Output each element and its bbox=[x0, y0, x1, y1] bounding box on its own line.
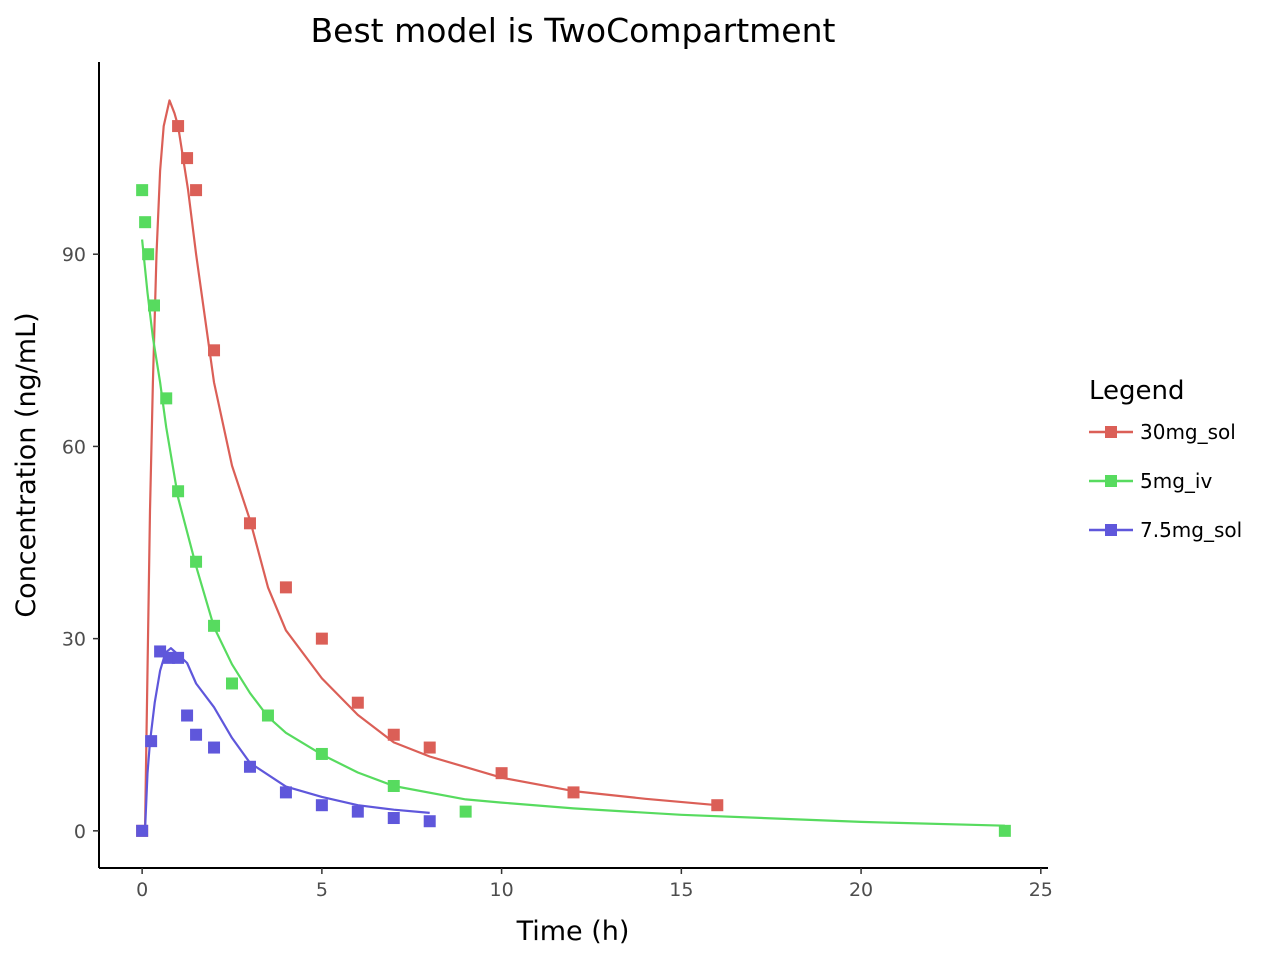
data-point-5mg-iv bbox=[142, 248, 155, 261]
legend-item-30mg-sol: 30mg_sol bbox=[1089, 420, 1236, 444]
legend-marker bbox=[1105, 426, 1117, 438]
data-point-30mg-sol bbox=[243, 517, 256, 530]
data-point-30mg-sol bbox=[190, 184, 203, 197]
data-point-5mg-iv bbox=[261, 709, 274, 722]
data-point-5mg-iv bbox=[139, 216, 152, 229]
fit-curve-5mg-iv bbox=[141, 239, 1005, 827]
data-point-5mg-iv bbox=[190, 555, 203, 568]
x-axis-label: Time (h) bbox=[516, 916, 630, 947]
data-point-5mg-iv bbox=[172, 485, 185, 498]
data-point-30mg-sol bbox=[208, 344, 221, 357]
data-point-7-5mg-sol bbox=[243, 760, 256, 773]
x-tick-label: 5 bbox=[316, 879, 328, 901]
y-tick-label: 30 bbox=[62, 629, 86, 651]
y-tick-label: 60 bbox=[62, 436, 86, 458]
data-point-30mg-sol bbox=[315, 632, 328, 645]
legend-label: 7.5mg_sol bbox=[1140, 518, 1242, 542]
data-point-30mg-sol bbox=[387, 728, 400, 741]
data-point-5mg-iv bbox=[208, 619, 221, 632]
data-point-7-5mg-sol bbox=[208, 741, 221, 754]
x-tick-label: 15 bbox=[669, 879, 693, 901]
data-point-7-5mg-sol bbox=[172, 651, 185, 664]
data-point-30mg-sol bbox=[172, 120, 185, 133]
data-point-7-5mg-sol bbox=[423, 815, 436, 828]
axis-ticks: 0 5 10 15 20 25 0 30 60 90 bbox=[62, 244, 1053, 901]
y-tick-label: 0 bbox=[74, 821, 86, 843]
legend-label: 30mg_sol bbox=[1140, 420, 1236, 444]
legend-label: 5mg_iv bbox=[1140, 469, 1212, 493]
data-point-30mg-sol bbox=[423, 741, 436, 754]
data-point-30mg-sol bbox=[279, 581, 292, 594]
series-7-5mg-sol bbox=[136, 645, 436, 837]
data-point-5mg-iv bbox=[998, 824, 1011, 837]
x-tick-label: 25 bbox=[1029, 879, 1053, 901]
fit-curve-7-5mg-sol bbox=[143, 647, 430, 831]
data-point-7-5mg-sol bbox=[136, 824, 149, 837]
data-point-5mg-iv bbox=[226, 677, 239, 690]
data-point-5mg-iv bbox=[147, 299, 160, 312]
data-point-5mg-iv bbox=[459, 805, 472, 818]
data-point-7-5mg-sol bbox=[351, 805, 364, 818]
fit-curve-30mg-sol bbox=[143, 99, 718, 831]
data-point-5mg-iv bbox=[387, 779, 400, 792]
x-tick-label: 20 bbox=[849, 879, 873, 901]
series-30mg-sol bbox=[136, 99, 724, 837]
x-tick-label: 0 bbox=[136, 879, 148, 901]
legend-item-5mg-iv: 5mg_iv bbox=[1089, 469, 1212, 493]
legend-marker bbox=[1105, 475, 1117, 487]
legend-marker bbox=[1105, 524, 1117, 536]
data-point-7-5mg-sol bbox=[387, 812, 400, 825]
data-point-30mg-sol bbox=[181, 152, 194, 165]
legend: Legend 30mg_sol 5mg_iv 7.5mg_sol bbox=[1089, 376, 1242, 542]
data-point-30mg-sol bbox=[351, 696, 364, 709]
data-point-5mg-iv bbox=[315, 747, 328, 760]
data-point-30mg-sol bbox=[567, 786, 580, 799]
y-axis-label: Concentration (ng/mL) bbox=[11, 312, 42, 617]
legend-item-7-5mg-sol: 7.5mg_sol bbox=[1089, 518, 1242, 542]
data-point-5mg-iv bbox=[160, 392, 173, 405]
series-5mg-iv bbox=[136, 184, 1011, 837]
data-point-7-5mg-sol bbox=[279, 786, 292, 799]
data-point-30mg-sol bbox=[711, 799, 724, 812]
legend-title: Legend bbox=[1089, 376, 1185, 406]
y-tick-label: 90 bbox=[62, 244, 86, 266]
plot-area bbox=[136, 99, 1011, 837]
data-point-7-5mg-sol bbox=[315, 799, 328, 812]
data-point-5mg-iv bbox=[136, 184, 149, 197]
data-point-7-5mg-sol bbox=[181, 709, 194, 722]
x-tick-label: 10 bbox=[490, 879, 514, 901]
data-point-30mg-sol bbox=[495, 767, 508, 780]
data-point-7-5mg-sol bbox=[145, 735, 158, 748]
data-point-7-5mg-sol bbox=[190, 728, 203, 741]
chart-title: Best model is TwoCompartment bbox=[311, 11, 836, 50]
